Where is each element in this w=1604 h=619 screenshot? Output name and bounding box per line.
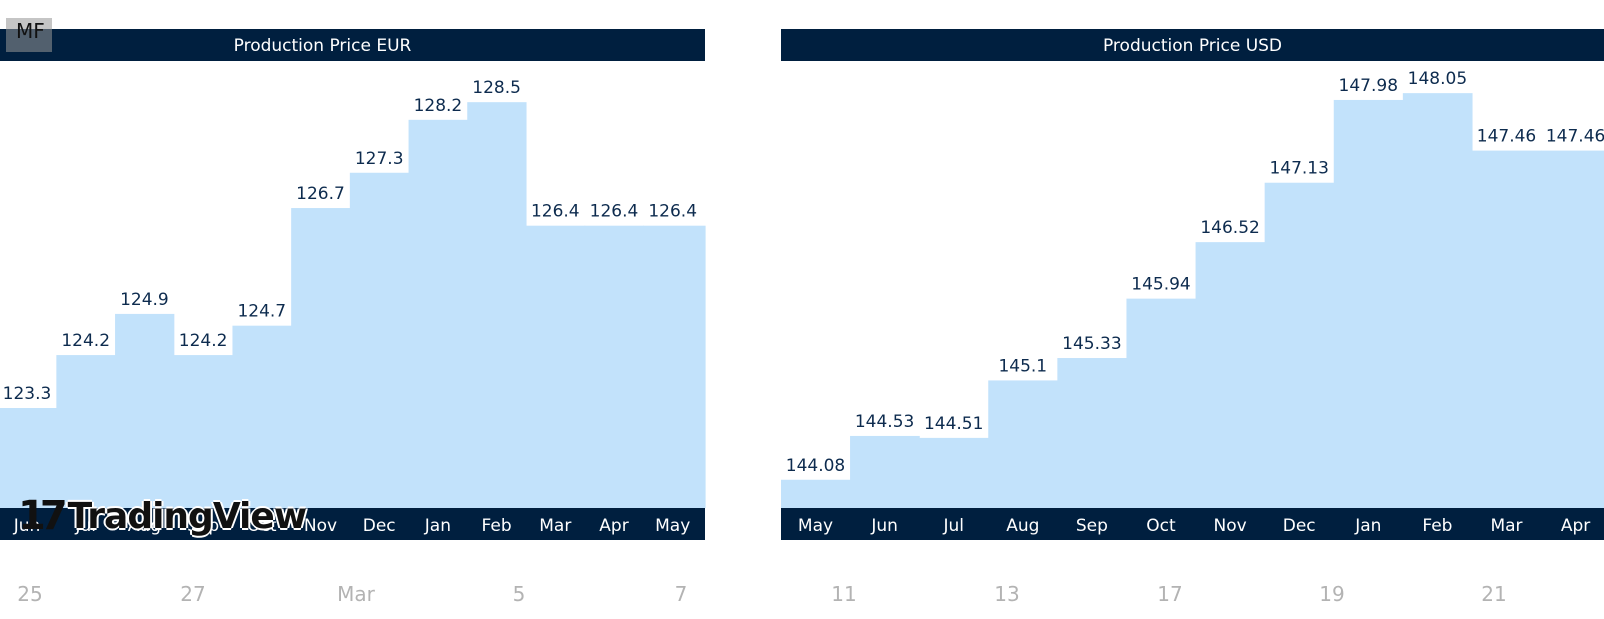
chart-1-tick-label: Aug xyxy=(1006,516,1039,536)
chart-1-bar-Mar xyxy=(1471,150,1542,508)
chart-0-tick-label: Dec xyxy=(363,516,396,536)
chart-1-value-label: 145.94 xyxy=(1131,275,1190,295)
chart-1-bar-Jun xyxy=(850,435,920,508)
chart-0-axis-band xyxy=(0,508,705,540)
chart-1-value-label: 144.51 xyxy=(924,414,983,434)
chart-0-bar-Aug xyxy=(115,313,175,508)
chart-1-tick-label: Oct xyxy=(1146,516,1176,536)
watermark-badge: MF xyxy=(6,18,52,52)
chart-1-title-band xyxy=(781,29,1604,61)
chart-1-bar-Apr xyxy=(1541,150,1604,508)
chart-0-tick-label: Apr xyxy=(599,516,628,536)
chart-0-bar-May xyxy=(643,225,706,508)
chart-0-value-label: 126.7 xyxy=(296,184,345,204)
chart-1-bar-May xyxy=(781,479,851,508)
chart-0-bar-Oct xyxy=(232,325,292,508)
chart-1-tick-label: Feb xyxy=(1422,516,1452,536)
chart-1-bar-Jul xyxy=(919,437,989,508)
date-axis-tick: 21 xyxy=(1481,582,1506,606)
chart-1-value-label: 145.1 xyxy=(998,356,1047,376)
chart-0-value-label: 126.4 xyxy=(531,202,580,222)
chart-0-value-label: 128.2 xyxy=(414,96,463,116)
date-axis-tick: 5 xyxy=(513,582,526,606)
chart-1-axis-band xyxy=(781,508,1604,540)
chart-0-value-label: 124.2 xyxy=(179,331,228,351)
chart-0-title: Production Price EUR xyxy=(234,36,412,56)
chart-1-bar-Sep xyxy=(1057,358,1128,508)
chart-0-bar-Jun xyxy=(0,408,57,508)
date-axis-tick: 25 xyxy=(17,582,42,606)
chart-1-value-label: 147.46 xyxy=(1546,127,1604,147)
chart-0-value-label: 126.4 xyxy=(648,202,697,222)
chart-0-value-label: 128.5 xyxy=(472,78,521,98)
chart-0-tick-label: Oct xyxy=(247,516,277,536)
chart-0-tick-label: Jul xyxy=(74,516,96,536)
chart-0-bar-Nov xyxy=(291,208,351,508)
date-axis-tick: 13 xyxy=(994,582,1019,606)
chart-1-tick-label: Jun xyxy=(870,516,898,536)
chart-1-value-label: 144.08 xyxy=(786,456,845,476)
chart-1-bar-Oct xyxy=(1126,298,1197,508)
date-axis-tick: 17 xyxy=(1157,582,1182,606)
chart-0-tick-label: Mar xyxy=(539,516,571,536)
chart-1-value-label: 148.05 xyxy=(1408,69,1467,89)
chart-1-tick-label: Sep xyxy=(1076,516,1108,536)
chart-0-value-label: 126.4 xyxy=(590,202,639,222)
chart-0-bar-Apr xyxy=(584,225,644,508)
chart-0-value-label: 124.7 xyxy=(237,302,286,322)
chart-1-value-label: 147.46 xyxy=(1477,127,1536,147)
chart-1-tick-label: Nov xyxy=(1214,516,1247,536)
tradingview-mark-icon: 17 xyxy=(18,493,68,539)
chart-0-bar-Sep xyxy=(173,355,234,508)
chart-1-tick-label: May xyxy=(798,516,833,536)
date-axis-tick: 7 xyxy=(675,582,688,606)
chart-0-bar-Mar xyxy=(525,225,586,508)
chart-1-title: Production Price USD xyxy=(1103,36,1282,56)
date-axis-tick: Mar xyxy=(337,582,376,606)
chart-1-bar-Jan xyxy=(1333,99,1404,508)
chart-0-tick-label: Nov xyxy=(304,516,337,536)
chart-0-tick-label: May xyxy=(655,516,690,536)
chart-0-tick-label: Feb xyxy=(482,516,512,536)
chart-1-bar-Aug xyxy=(988,380,1058,508)
chart-0-value-label: 124.9 xyxy=(120,290,169,310)
chart-0-tick-label: Sep xyxy=(187,516,219,536)
chart-1-tick-label: Jan xyxy=(1354,516,1381,536)
chart-1-value-label: 147.98 xyxy=(1339,76,1398,96)
date-axis-tick: 19 xyxy=(1319,582,1344,606)
chart-1-bar-Dec xyxy=(1264,182,1335,508)
chart-0-bar-Jan xyxy=(408,119,468,508)
chart-1-tick-label: Mar xyxy=(1490,516,1522,536)
date-axis-tick: 11 xyxy=(831,582,856,606)
date-axis-tick: 27 xyxy=(180,582,205,606)
chart-0-bar-Dec xyxy=(349,172,410,508)
chart-0-value-label: 127.3 xyxy=(355,149,404,169)
tradingview-wordmark: TradingView xyxy=(67,495,307,537)
chart-0-tick-label: Aug xyxy=(128,516,161,536)
watermark-text: MF xyxy=(16,19,45,43)
chart-0-tick-label: Jun xyxy=(13,516,41,536)
chart-0-bar-Jul xyxy=(56,355,116,508)
chart-1-value-label: 145.33 xyxy=(1062,334,1121,354)
chart-0-value-label: 124.2 xyxy=(61,331,110,351)
chart-0-tick-label: Jan xyxy=(424,516,451,536)
tradingview-logo: 17 TradingView xyxy=(18,493,307,539)
chart-1-value-label: 146.52 xyxy=(1200,218,1259,238)
chart-1-tick-label: Apr xyxy=(1561,516,1590,536)
chart-1-tick-label: Jul xyxy=(942,516,964,536)
chart-0-bar-Feb xyxy=(467,102,527,508)
chart-1-value-label: 147.13 xyxy=(1269,159,1328,179)
chart-1-bar-Nov xyxy=(1195,242,1266,508)
chart-1-value-label: 144.53 xyxy=(855,412,914,432)
chart-1-tick-label: Dec xyxy=(1283,516,1316,536)
chart-0-title-band xyxy=(0,29,705,61)
chart-1-bar-Feb xyxy=(1402,93,1473,508)
chart-0-value-label: 123.3 xyxy=(3,384,52,404)
